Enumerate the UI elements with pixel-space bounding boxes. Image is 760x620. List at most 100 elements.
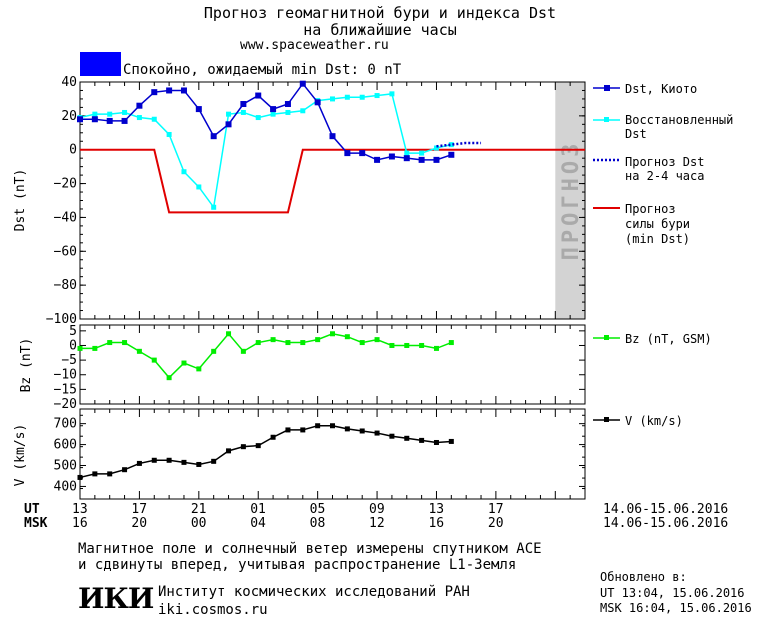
updated-msk: MSK 16:04, 15.06.2016 <box>600 601 752 615</box>
dst-ytick-label: 40 <box>61 75 77 90</box>
bz-point <box>389 342 395 348</box>
dst-restored-point <box>181 169 187 175</box>
ut-tick-label: 17 <box>487 502 504 517</box>
dst-kyoto-point <box>136 102 143 109</box>
dst-restored-point <box>404 150 410 156</box>
msk-tick-label: 04 <box>250 516 266 531</box>
msk-axis-label: MSK <box>24 516 48 531</box>
msk-tick-label: 12 <box>369 516 385 531</box>
dst-kyoto-point <box>344 150 351 157</box>
dst-restored-point <box>240 109 246 115</box>
legend-restored-2: Dst <box>625 127 647 141</box>
msk-tick-label: 00 <box>190 516 207 531</box>
updated-ut: UT 13:04, 15.06.2016 <box>600 586 745 600</box>
chart-title-line1: Прогноз геомагнитной бури и индекса Dst <box>203 4 557 22</box>
ut-tick-label: 13 <box>428 502 445 517</box>
msk-tick-label: 08 <box>309 516 326 531</box>
iki-logo[interactable]: ИКИ <box>78 582 154 615</box>
dst-kyoto-point <box>151 89 158 96</box>
v-point <box>255 443 261 449</box>
dst-kyoto-point <box>314 99 321 106</box>
dst-kyoto-point <box>255 92 262 99</box>
v-point <box>166 457 172 463</box>
v-point <box>240 444 246 450</box>
dst-ytick-label: −100 <box>46 312 77 327</box>
bz-point <box>255 340 261 346</box>
site-url[interactable]: www.spaceweather.ru <box>240 38 389 53</box>
v-point <box>300 427 306 433</box>
bz-point <box>374 337 380 343</box>
ut-tick-label: 01 <box>250 502 266 517</box>
v-ytick-label: 400 <box>54 479 77 494</box>
v-point <box>196 461 202 467</box>
dst-restored-point <box>255 115 261 121</box>
dst-kyoto-point <box>433 156 440 163</box>
msk-tick-label: 20 <box>131 516 148 531</box>
dst-restored-point <box>270 111 276 117</box>
legend-restored-marker <box>604 117 609 122</box>
ut-date-range: 14.06-15.06.2016 <box>603 502 729 517</box>
institute-url[interactable]: iki.cosmos.ru <box>158 602 268 618</box>
dst-restored-point <box>344 94 350 100</box>
bz-point <box>136 348 142 354</box>
v-point <box>92 471 98 477</box>
dst-restored-point <box>374 93 380 99</box>
dst-ytick-label: −20 <box>54 177 77 192</box>
dst-restored-point <box>211 204 217 210</box>
dst-restored-point <box>226 111 232 117</box>
bz-point <box>344 334 350 340</box>
dst-restored-point <box>136 115 142 121</box>
dst-restored-point <box>285 109 291 115</box>
legend-dst-kyoto: Dst, Киото <box>625 82 698 96</box>
v-ytick-label: 600 <box>54 438 77 453</box>
dst-kyoto-point <box>299 80 306 87</box>
footer-note-2: и сдвинуты вперед, учитывая распростране… <box>78 557 517 573</box>
dst-kyoto-point <box>121 117 128 124</box>
legend-dst-kyoto-marker <box>604 85 610 91</box>
dst-kyoto-point <box>180 87 187 94</box>
bz-point <box>107 340 113 346</box>
bz-point <box>270 337 276 343</box>
bz-point <box>285 340 291 346</box>
dst-ytick-label: −80 <box>54 278 77 293</box>
chart-title-line2: на ближайшие часы <box>303 21 457 39</box>
bz-point <box>226 331 232 337</box>
v-point <box>151 457 157 463</box>
bz-point <box>151 357 157 363</box>
legend-bz-marker <box>604 335 609 340</box>
dst-kyoto-point <box>210 133 217 140</box>
legend-restored-1: Восстановленный <box>625 113 734 127</box>
dst-kyoto-point <box>329 133 336 140</box>
dst-kyoto-point <box>240 101 247 108</box>
status-text: Спокойно, ожидаемый min Dst: 0 nT <box>123 62 402 78</box>
legend-v: V (km/s) <box>625 414 683 428</box>
dst-ytick-label: −60 <box>54 244 77 259</box>
ut-tick-label: 13 <box>72 502 88 517</box>
v-point <box>419 437 425 443</box>
v-point <box>404 435 410 441</box>
dst-restored-point <box>107 111 113 117</box>
v-point <box>270 434 276 440</box>
status-indicator <box>80 52 121 76</box>
ut-axis-label: UT <box>24 502 40 517</box>
dst-restored-point <box>151 116 157 122</box>
dst-ytick-label: −40 <box>54 210 77 225</box>
v-point <box>315 423 321 429</box>
dst-ylabel: Dst (nT) <box>13 169 28 232</box>
bz-point <box>419 342 425 348</box>
legend-storm-1: Прогноз <box>625 202 676 216</box>
msk-tick-label: 16 <box>72 516 88 531</box>
v-point <box>359 428 365 434</box>
ut-tick-label: 09 <box>369 502 385 517</box>
legend-forecast-dst-2: на 2-4 часа <box>625 169 705 183</box>
dst-ytick-label: 20 <box>61 109 77 124</box>
v-ytick-label: 700 <box>54 417 77 432</box>
ut-tick-label: 21 <box>190 502 207 517</box>
dst-kyoto-point <box>388 153 395 160</box>
dst-kyoto-point <box>77 116 83 123</box>
bz-point <box>240 348 246 354</box>
dst-restored-point <box>389 91 395 97</box>
dst-restored-point <box>330 96 335 102</box>
bz-ylabel: Bz (nT) <box>19 338 34 393</box>
